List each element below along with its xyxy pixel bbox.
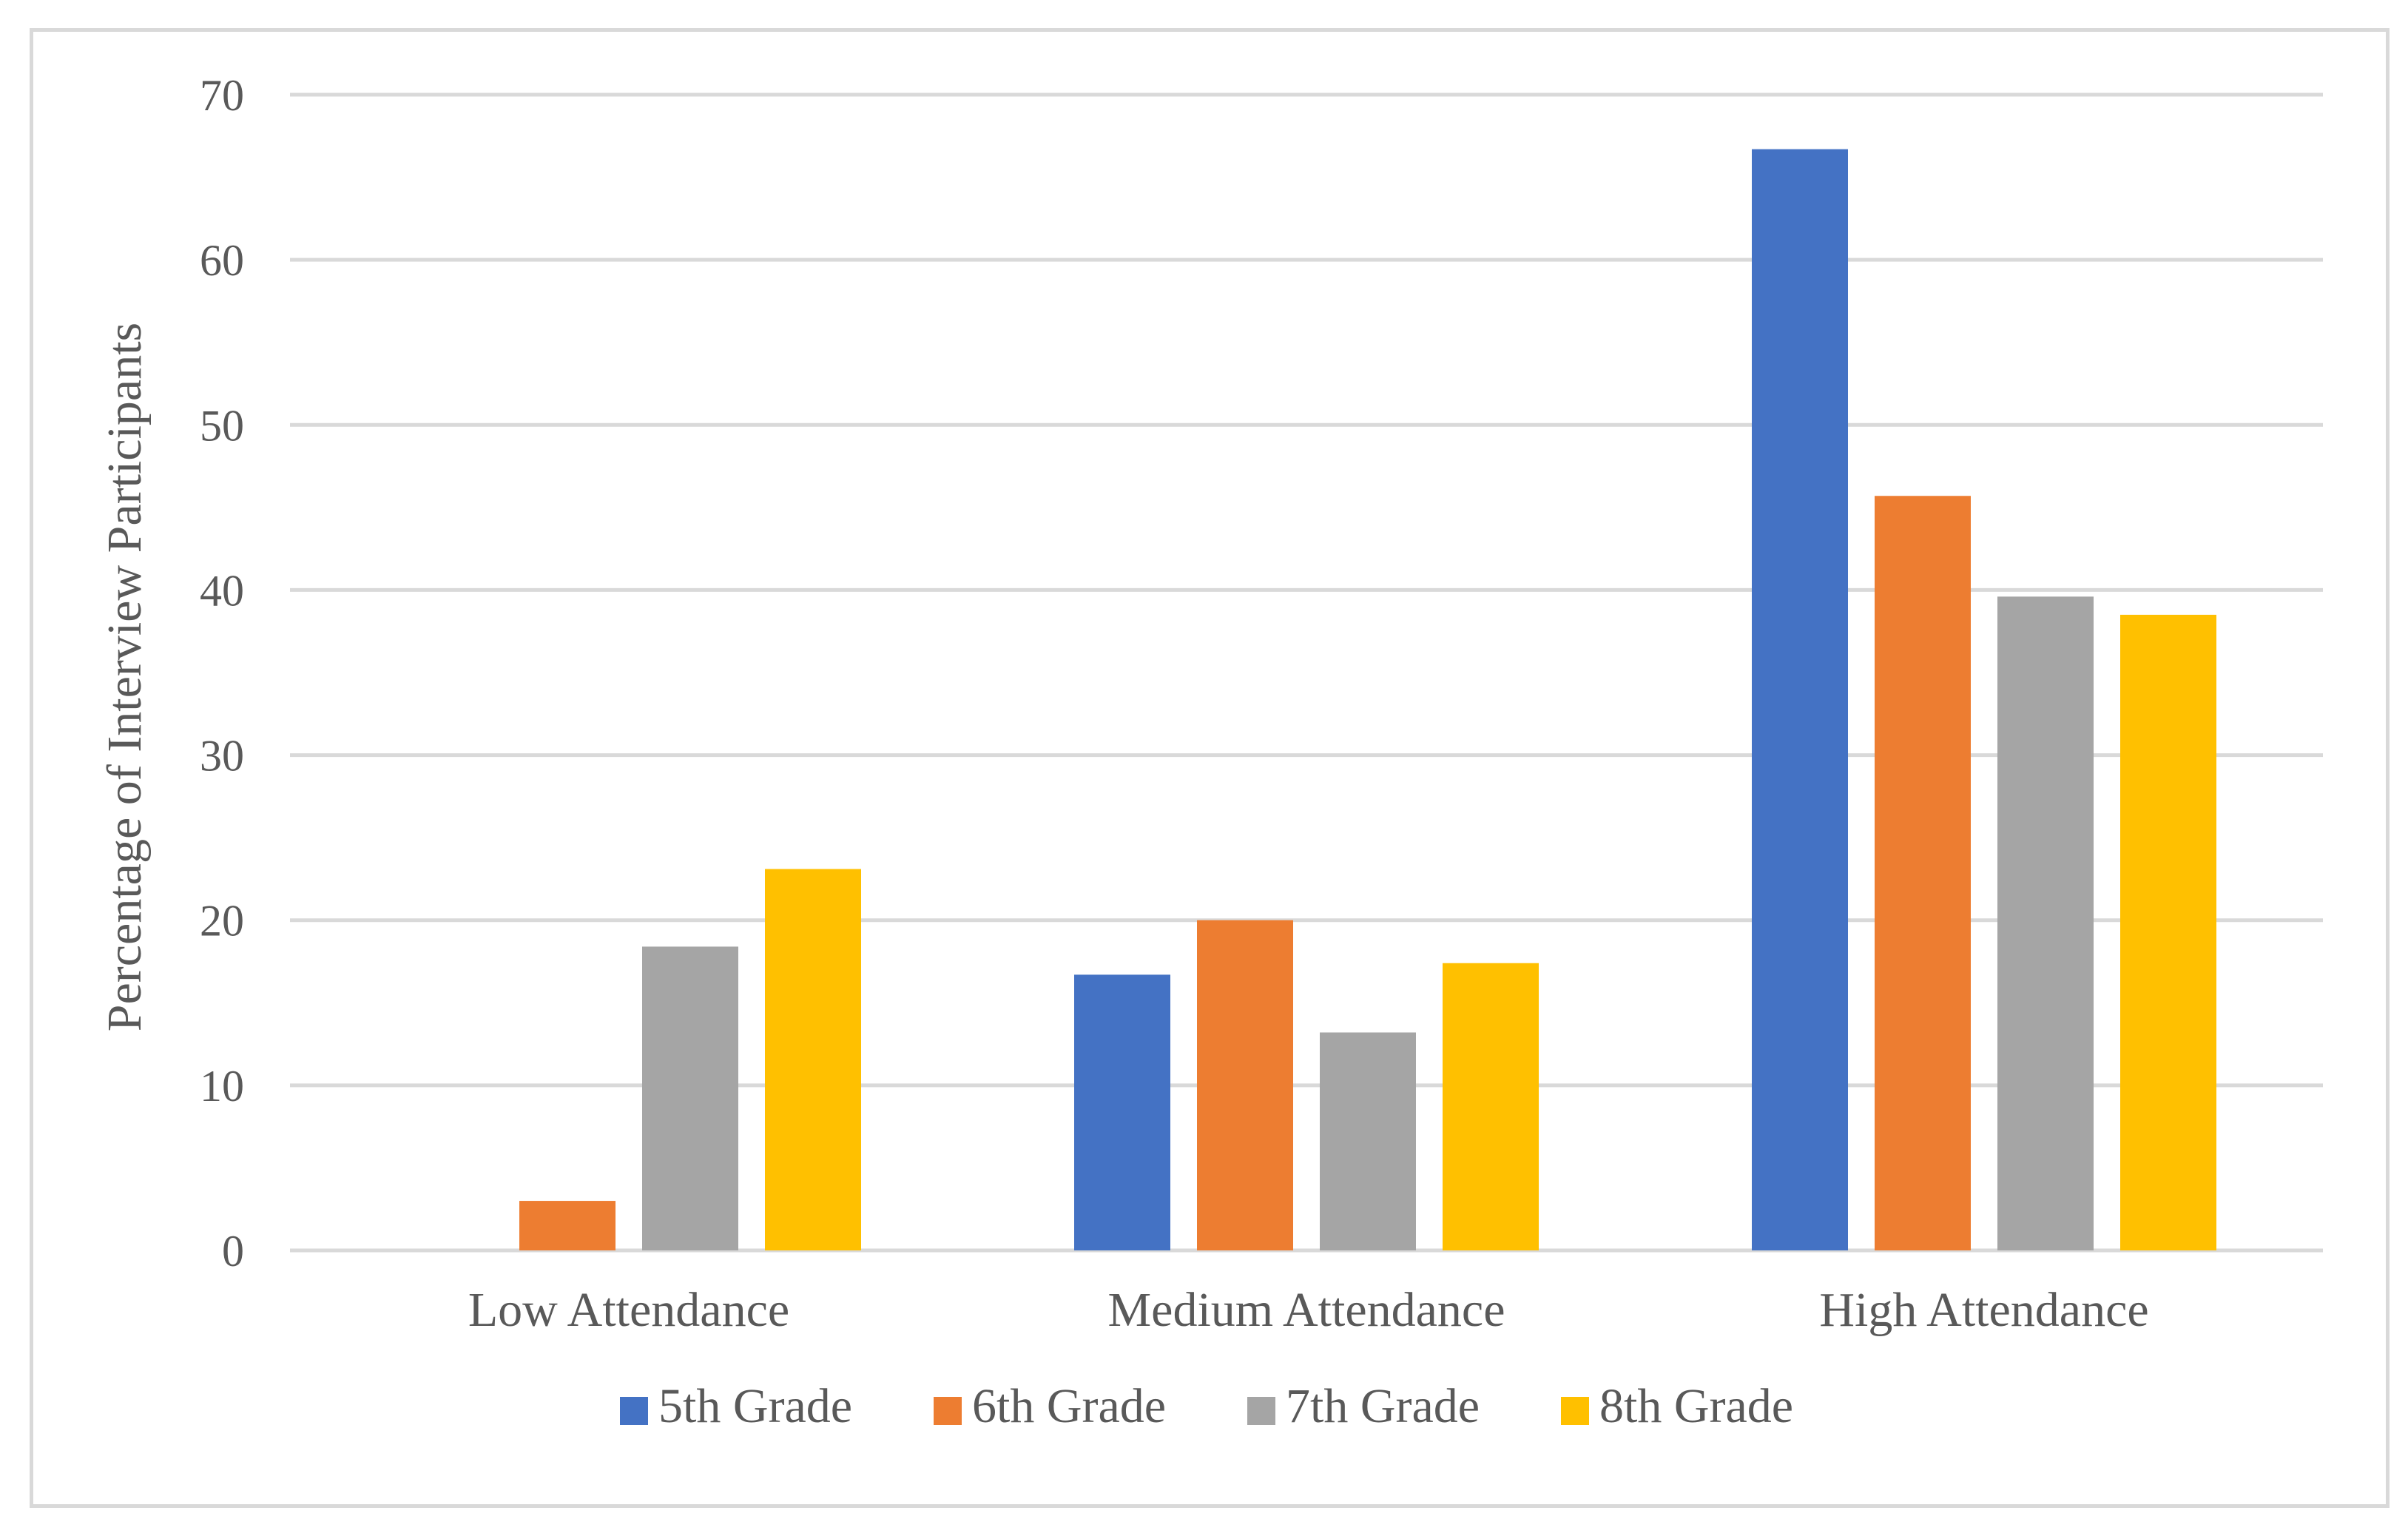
legend-label: 8th Grade	[1599, 1379, 1793, 1433]
legend-swatch	[1247, 1397, 1275, 1425]
y-tick-label: 40	[200, 566, 244, 615]
bar-7th-grade-medium-attendance	[1320, 1032, 1416, 1250]
bar-6th-grade-low-attendance	[519, 1201, 616, 1250]
y-tick-label: 30	[200, 732, 244, 781]
y-axis-title: Percentage of Interview Participants	[98, 323, 152, 1031]
legend-swatch	[1561, 1397, 1589, 1425]
y-axis-ticks: 0 10 20 30 40 50 60 70	[200, 71, 244, 1276]
y-tick-label: 20	[200, 897, 244, 946]
bar-8th-grade-low-attendance	[765, 869, 861, 1250]
y-tick-label: 70	[200, 71, 244, 120]
x-category-label: Medium Attendance	[1107, 1283, 1505, 1337]
bar-6th-grade-high-attendance	[1875, 496, 1971, 1250]
y-tick-label: 10	[200, 1062, 244, 1111]
gridlines	[290, 92, 2323, 1253]
legend-swatch	[620, 1397, 648, 1425]
bar-6th-grade-medium-attendance	[1197, 920, 1293, 1250]
legend-label: 7th Grade	[1286, 1379, 1480, 1433]
bars	[519, 149, 2216, 1250]
bar-7th-grade-high-attendance	[1997, 596, 2094, 1250]
x-category-label: High Attendance	[1819, 1283, 2148, 1337]
x-axis-categories: Low Attendance Medium Attendance High Atte…	[468, 1283, 2149, 1337]
legend-label: 6th Grade	[972, 1379, 1166, 1433]
y-tick-label: 0	[222, 1227, 244, 1276]
bar-7th-grade-low-attendance	[642, 946, 738, 1250]
chart-frame	[30, 28, 2390, 1508]
bar-8th-grade-high-attendance	[2120, 614, 2216, 1250]
bar-5th-grade-medium-attendance	[1074, 974, 1170, 1250]
x-category-label: Low Attendance	[468, 1283, 789, 1337]
legend: 5th Grade 6th Grade 7th Grade 8th Grade	[620, 1379, 1793, 1433]
legend-label: 5th Grade	[658, 1379, 852, 1433]
legend-swatch	[934, 1397, 962, 1425]
bar-5th-grade-high-attendance	[1752, 149, 1848, 1250]
y-tick-label: 50	[200, 401, 244, 450]
bar-8th-grade-medium-attendance	[1443, 963, 1539, 1250]
y-tick-label: 60	[200, 236, 244, 285]
